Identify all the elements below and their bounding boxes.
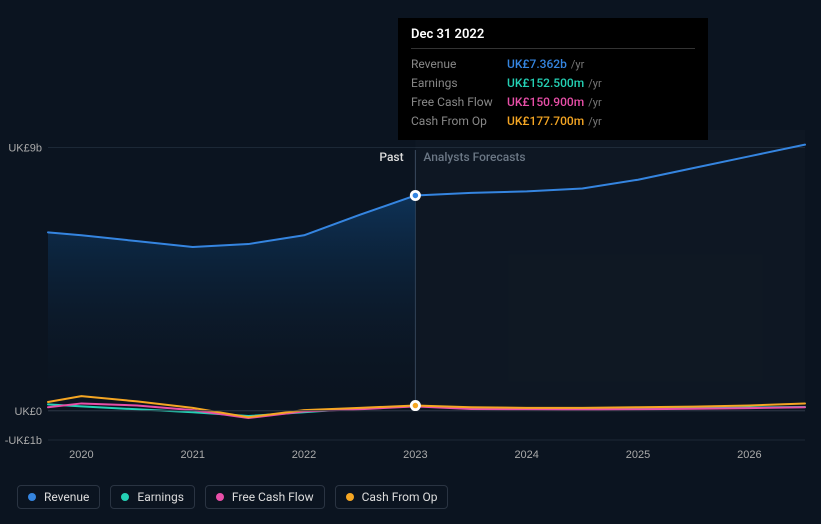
tooltip-metric-label: Earnings [411,74,507,92]
svg-text:UK£9b: UK£9b [8,143,42,155]
legend-label: Free Cash Flow [232,490,314,504]
legend-item[interactable]: Free Cash Flow [205,485,325,509]
chart-legend: Revenue Earnings Free Cash Flow Cash From O… [17,485,448,509]
legend-label: Cash From Op [362,490,438,504]
region-label-forecast: Analysts Forecasts [423,150,525,164]
tooltip-date: Dec 31 2022 [411,27,695,42]
tooltip-metric-value: UK£7.362b [507,55,567,73]
tooltip-row: RevenueUK£7.362b/yr [411,55,695,74]
chart-tooltip: Dec 31 2022 RevenueUK£7.362b/yrEarningsU… [398,18,708,140]
legend-item[interactable]: Earnings [110,485,195,509]
tooltip-metric-label: Revenue [411,55,507,73]
region-label-past: Past [379,150,403,164]
financial-forecast-chart: UK£9b UK£0 -UK£1b 2020 2021 2022 2023 2024 2025 2… [0,0,821,524]
tooltip-metric-unit: /yr [588,75,601,93]
svg-text:UK£0: UK£0 [14,406,42,418]
svg-text:2023: 2023 [403,449,427,461]
svg-text:2020: 2020 [69,449,93,461]
legend-dot-icon [121,493,129,501]
tooltip-metric-value: UK£152.500m [507,74,584,92]
legend-dot-icon [346,493,354,501]
svg-text:2026: 2026 [737,449,761,461]
svg-text:2022: 2022 [292,449,316,461]
legend-label: Revenue [44,490,89,504]
tooltip-metric-value: UK£177.700m [507,112,584,130]
tooltip-metric-label: Free Cash Flow [411,93,507,111]
tooltip-row: EarningsUK£152.500m/yr [411,74,695,93]
tooltip-metric-label: Cash From Op [411,112,507,130]
svg-text:2025: 2025 [626,449,650,461]
tooltip-row: Cash From OpUK£177.700m/yr [411,112,695,131]
svg-text:2024: 2024 [514,449,538,461]
tooltip-metric-unit: /yr [588,113,601,131]
tooltip-metric-unit: /yr [571,56,584,74]
tooltip-metric-unit: /yr [588,94,601,112]
legend-label: Earnings [137,490,184,504]
tooltip-metric-value: UK£150.900m [507,93,584,111]
legend-item[interactable]: Revenue [17,485,100,509]
tooltip-row: Free Cash FlowUK£150.900m/yr [411,93,695,112]
legend-dot-icon [28,493,36,501]
svg-text:2021: 2021 [180,449,204,461]
svg-text:-UK£1b: -UK£1b [5,435,42,447]
legend-item[interactable]: Cash From Op [335,485,449,509]
legend-dot-icon [216,493,224,501]
